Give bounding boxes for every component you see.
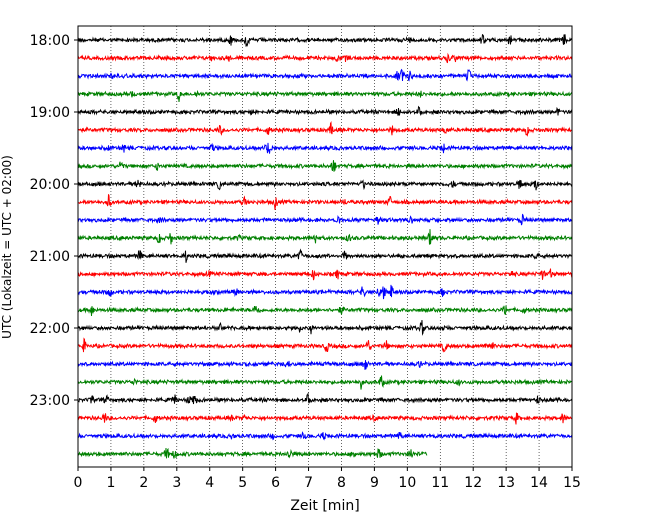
x-tick-label: 7 <box>304 475 313 491</box>
seismogram-trace <box>77 375 573 390</box>
x-tick-label: 15 <box>563 475 581 491</box>
x-tick-label: 13 <box>497 475 515 491</box>
x-tick-label: 6 <box>271 475 280 491</box>
seismogram-trace <box>77 229 573 245</box>
seismogram-trace <box>77 34 573 48</box>
x-tick-label: 2 <box>139 475 148 491</box>
seismogram-trace <box>77 194 573 210</box>
y-tick-label: 23:00 <box>30 393 70 409</box>
x-tick-label: 10 <box>398 475 416 491</box>
y-tick-label: 22:00 <box>30 321 70 337</box>
x-tick-label: 0 <box>74 475 83 491</box>
seismogram-trace <box>77 160 573 172</box>
seismogram-trace <box>77 360 573 370</box>
x-axis-ticks: 0 1 2 3 4 5 6 7 8 9 10 11 12 13 14 15 <box>74 467 581 491</box>
y-tick-label: 21:00 <box>30 249 70 265</box>
seismogram-trace <box>77 52 573 64</box>
x-tick-label: 14 <box>530 475 548 491</box>
y-axis-label: UTC (Lokalzeit = UTC + 02:00) <box>0 155 14 339</box>
seismogram-trace <box>77 284 573 300</box>
seismogram-trace <box>77 213 573 226</box>
x-tick-label: 4 <box>205 475 214 491</box>
y-tick-label: 19:00 <box>30 105 70 121</box>
y-tick-label: 18:00 <box>30 33 70 49</box>
x-tick-label: 11 <box>431 475 449 491</box>
seismogram-trace <box>77 120 573 137</box>
y-axis-ticks: 18:00 19:00 20:00 21:00 22:00 23:00 <box>30 33 78 409</box>
x-tick-label: 9 <box>370 475 379 491</box>
seismogram-trace <box>77 68 573 82</box>
seismogram-trace <box>77 142 573 154</box>
x-tick-label: 1 <box>106 475 115 491</box>
x-tick-label: 3 <box>172 475 181 491</box>
x-tick-label: 12 <box>464 475 482 491</box>
seismogram-trace <box>77 431 573 441</box>
seismogram-trace <box>77 179 573 191</box>
x-tick-label: 8 <box>337 475 346 491</box>
seismogram-trace <box>77 320 573 336</box>
seismogram-trace <box>77 89 573 102</box>
seismogram-trace <box>77 337 573 353</box>
seismogram-trace <box>77 391 573 405</box>
seismogram-trace <box>77 305 573 316</box>
seismogram-traces <box>77 34 573 459</box>
x-tick-label: 5 <box>238 475 247 491</box>
seismogram-trace <box>77 105 573 117</box>
seismogram-trace <box>77 268 573 281</box>
seismogram-trace <box>77 412 573 425</box>
seismogram-trace <box>77 248 573 263</box>
x-axis-label: Zeit [min] <box>290 498 359 514</box>
seismogram-trace <box>77 447 428 459</box>
y-tick-label: 20:00 <box>30 177 70 193</box>
plot-frame <box>77 25 573 468</box>
